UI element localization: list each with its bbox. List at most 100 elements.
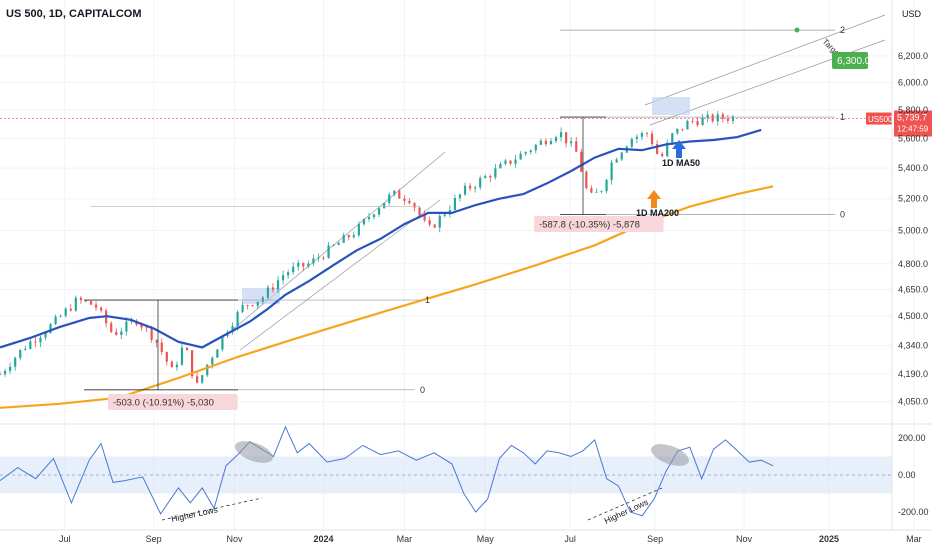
- candle-body: [635, 136, 638, 139]
- ma200-line: [0, 185, 774, 409]
- candle-body: [39, 337, 42, 343]
- candle-body: [362, 218, 366, 225]
- candle-body: [433, 224, 436, 228]
- candle-body: [155, 339, 158, 343]
- time-tick-label: Jul: [564, 534, 576, 544]
- candle-body: [681, 128, 684, 130]
- rsi-tick-label: 0.00: [898, 470, 916, 480]
- candle-body: [585, 171, 588, 189]
- candle-body: [691, 121, 694, 122]
- time-tick-label: 2024: [313, 534, 333, 544]
- price-tick-label: 4,500.0: [898, 311, 928, 321]
- candle-body: [160, 342, 163, 353]
- candle-body: [140, 324, 143, 328]
- candle-body: [266, 287, 269, 298]
- price-tick-label: 5,000.0: [898, 226, 928, 236]
- rsi-tick-label: 200.00: [898, 433, 926, 443]
- candle-body: [534, 144, 537, 151]
- candle-body: [539, 140, 542, 145]
- higher-lows-label-2: Higher Lows: [603, 497, 650, 526]
- candle-body: [504, 160, 507, 164]
- ma50-line: [0, 128, 762, 349]
- candle-body: [302, 262, 305, 267]
- fib-level-label: 0: [840, 210, 845, 220]
- candle-body: [484, 176, 487, 179]
- candle-body: [216, 349, 219, 358]
- candlesticks: [0, 110, 735, 385]
- price-tick-label: 6,000.0: [898, 78, 928, 88]
- time-tick-label: Nov: [227, 534, 244, 544]
- candle-body: [231, 326, 234, 333]
- higher-lows-label-1: Higher Lows: [170, 504, 218, 524]
- candle-body: [620, 152, 623, 160]
- higher-lows-line-1: [161, 497, 263, 521]
- candle-body: [99, 307, 103, 311]
- last-price-value: 5,739.7: [897, 113, 927, 123]
- candle-body: [610, 162, 613, 180]
- candle-body: [423, 215, 426, 221]
- candle-body: [499, 163, 502, 169]
- time-tick-label: Sep: [146, 534, 162, 544]
- price-tick-label: 4,050.0: [898, 397, 928, 407]
- candle-body: [615, 159, 618, 163]
- candle-body: [645, 133, 649, 134]
- candle-body: [468, 185, 472, 189]
- candle-body: [125, 321, 128, 332]
- candle-body: [94, 304, 98, 308]
- candle-body: [408, 200, 411, 204]
- rsi-band: [0, 456, 892, 494]
- candle-body: [701, 117, 704, 126]
- price-tick-label: 5,400.0: [898, 163, 928, 173]
- candle-body: [671, 133, 674, 143]
- candle-body: [726, 118, 729, 121]
- fib-level-label: 0: [420, 385, 425, 395]
- candle-body: [595, 191, 598, 193]
- candle-body: [524, 152, 527, 154]
- fib-level-label: 1: [425, 295, 430, 305]
- candle-body: [443, 214, 446, 216]
- rsi-ellipse-1: [234, 441, 274, 463]
- price-tick-label: 5,200.0: [898, 194, 928, 204]
- ma50-arrow: [672, 140, 686, 158]
- candle-body: [529, 150, 532, 153]
- fib-levels: 0 1 0 1 2: [85, 25, 845, 395]
- candle-body: [519, 153, 522, 160]
- candle-body: [554, 137, 558, 142]
- candle-body: [59, 315, 62, 317]
- chart-title: US 500, 1D, CAPITALCOM: [6, 8, 142, 20]
- candle-body: [281, 275, 285, 281]
- candle-body: [367, 217, 371, 219]
- ma200-label: 1D MA200: [636, 208, 679, 218]
- candle-body: [342, 235, 345, 243]
- candle-body: [711, 114, 714, 122]
- candle-body: [347, 235, 350, 238]
- candle-body: [0, 374, 2, 375]
- candle-body: [580, 151, 583, 172]
- time-tick-label: Jul: [59, 534, 71, 544]
- candle-body: [54, 316, 57, 325]
- candle-body: [170, 361, 173, 368]
- candle-body: [312, 258, 315, 264]
- candle-body: [438, 215, 441, 228]
- candle-body: [494, 168, 497, 178]
- highlight-box-1: [242, 288, 280, 304]
- annotations: -503.0 (-10.91%) -5,030 -587.8 (-10.35%) …: [0, 27, 932, 526]
- candle-body: [549, 141, 553, 145]
- price-tick-label: 5,800.0: [898, 105, 928, 115]
- candle-body: [145, 327, 148, 329]
- candle-body: [590, 188, 593, 193]
- candle-body: [489, 176, 492, 178]
- candle-body: [3, 370, 7, 375]
- candle-body: [29, 341, 32, 349]
- candle-body: [458, 194, 462, 199]
- candle-body: [337, 242, 340, 245]
- currency-label[interactable]: USD: [902, 9, 922, 19]
- candle-body: [211, 357, 214, 365]
- candle-body: [696, 121, 699, 126]
- candle-body: [559, 132, 563, 138]
- candle-body: [565, 132, 568, 144]
- candle-body: [175, 364, 179, 368]
- moving-averages: [0, 128, 774, 409]
